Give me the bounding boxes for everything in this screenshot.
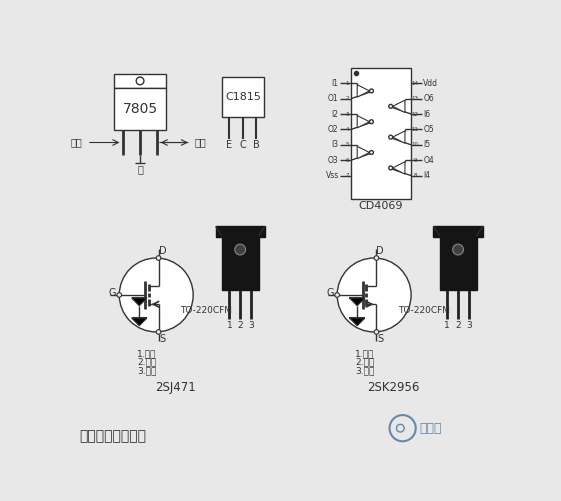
Text: 10: 10 <box>411 142 419 147</box>
Text: 7805: 7805 <box>122 102 158 116</box>
Circle shape <box>374 330 379 334</box>
Text: 11: 11 <box>411 127 419 132</box>
Polygon shape <box>357 85 370 97</box>
Text: D: D <box>376 246 384 256</box>
Text: 13: 13 <box>411 96 419 101</box>
Text: 2: 2 <box>237 321 243 330</box>
Text: I3: I3 <box>332 140 339 149</box>
Text: 6: 6 <box>346 158 349 163</box>
Polygon shape <box>350 298 365 306</box>
Text: I1: I1 <box>332 79 339 88</box>
Text: 4: 4 <box>346 127 349 132</box>
Text: O5: O5 <box>424 125 434 134</box>
Polygon shape <box>350 318 365 326</box>
Circle shape <box>389 166 393 170</box>
Text: TO-220CFM: TO-220CFM <box>180 306 232 315</box>
Text: D: D <box>159 246 166 256</box>
Text: E: E <box>226 140 232 150</box>
Text: 7: 7 <box>346 173 349 178</box>
Text: 3: 3 <box>248 321 254 330</box>
Text: Vdd: Vdd <box>424 79 438 88</box>
Text: 9: 9 <box>413 158 417 163</box>
Text: S: S <box>159 334 165 344</box>
Text: 3: 3 <box>466 321 472 330</box>
Circle shape <box>370 89 374 93</box>
Circle shape <box>370 151 374 154</box>
Bar <box>215 226 265 237</box>
Circle shape <box>136 77 144 85</box>
Bar <box>114 88 166 130</box>
Circle shape <box>335 293 339 297</box>
Circle shape <box>117 293 122 297</box>
Circle shape <box>234 244 246 255</box>
Bar <box>222 235 259 290</box>
Text: I2: I2 <box>332 110 339 119</box>
Circle shape <box>389 104 393 108</box>
Text: CD4069: CD4069 <box>359 201 403 211</box>
Text: O1: O1 <box>328 94 339 103</box>
Text: 3.源极: 3.源极 <box>355 366 374 375</box>
Text: 百月辰: 百月辰 <box>420 422 442 435</box>
Polygon shape <box>393 162 405 174</box>
Bar <box>440 235 476 290</box>
Circle shape <box>156 256 161 261</box>
Text: 14: 14 <box>411 81 419 86</box>
Text: 输入: 输入 <box>71 137 82 147</box>
Bar <box>351 68 411 199</box>
Text: 2: 2 <box>346 96 349 101</box>
Text: 1.栅极: 1.栅极 <box>137 349 157 358</box>
Text: 2: 2 <box>456 321 461 330</box>
Bar <box>434 226 482 237</box>
Circle shape <box>374 256 379 261</box>
Text: 5: 5 <box>346 142 349 147</box>
Text: 12: 12 <box>411 112 419 117</box>
Text: 输出: 输出 <box>195 137 206 147</box>
Circle shape <box>370 120 374 124</box>
Polygon shape <box>357 146 370 159</box>
Text: G: G <box>327 289 334 299</box>
Text: 2.漏极: 2.漏极 <box>137 357 156 366</box>
Circle shape <box>156 330 161 334</box>
Polygon shape <box>393 131 405 143</box>
Polygon shape <box>132 298 147 306</box>
Text: 1: 1 <box>444 321 450 330</box>
Text: G: G <box>109 289 116 299</box>
Text: I6: I6 <box>424 110 430 119</box>
Text: 1.栅极: 1.栅极 <box>355 349 374 358</box>
Text: 地: 地 <box>137 164 143 174</box>
Text: 2SJ471: 2SJ471 <box>155 381 196 394</box>
Text: 3.源极: 3.源极 <box>137 366 157 375</box>
Text: 2SK2956: 2SK2956 <box>367 381 420 394</box>
Text: O2: O2 <box>328 125 339 134</box>
Text: O3: O3 <box>328 156 339 165</box>
Text: 3: 3 <box>346 112 349 117</box>
Text: S: S <box>377 334 383 344</box>
Text: 2.漏极: 2.漏极 <box>355 357 374 366</box>
Circle shape <box>389 135 393 139</box>
Text: 8: 8 <box>413 173 417 178</box>
Circle shape <box>119 258 193 332</box>
Polygon shape <box>132 318 147 326</box>
Text: C1815: C1815 <box>225 92 261 102</box>
Polygon shape <box>393 100 405 113</box>
Text: 1: 1 <box>227 321 232 330</box>
Circle shape <box>453 244 463 255</box>
Text: TO-220CFM: TO-220CFM <box>398 306 450 315</box>
Text: C: C <box>240 140 246 150</box>
Text: I4: I4 <box>424 171 430 180</box>
Text: O4: O4 <box>424 156 434 165</box>
Text: B: B <box>253 140 260 150</box>
Bar <box>114 74 166 88</box>
Polygon shape <box>357 116 370 128</box>
Text: 逆变器所用元器件: 逆变器所用元器件 <box>79 429 146 443</box>
Bar <box>222 77 264 117</box>
Text: O6: O6 <box>424 94 434 103</box>
Text: Vss: Vss <box>325 171 339 180</box>
Text: I5: I5 <box>424 140 430 149</box>
Text: 1: 1 <box>346 81 349 86</box>
Circle shape <box>337 258 411 332</box>
